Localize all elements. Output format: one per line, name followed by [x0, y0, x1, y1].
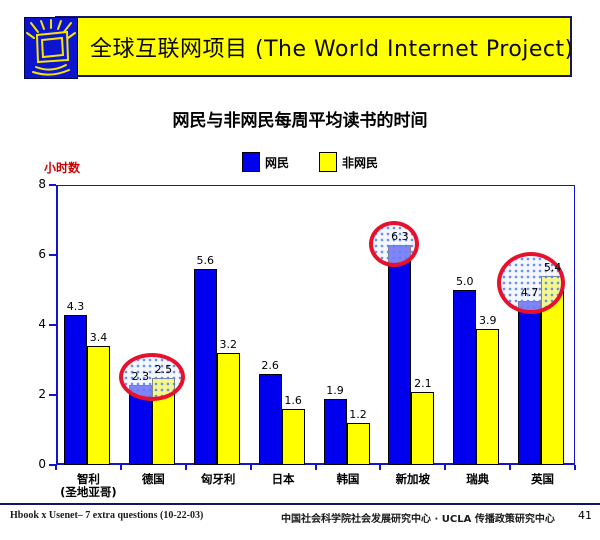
bar-value-label: 3.9: [479, 313, 497, 327]
bar-非网民: [411, 391, 435, 465]
y-tick: [49, 464, 56, 466]
y-axis-title: 小时数: [44, 161, 81, 175]
category-label: 英国: [531, 472, 555, 486]
footer-page-number: 41: [578, 509, 592, 522]
bar-网民: [258, 374, 282, 465]
bar-value-label: 3.4: [89, 331, 108, 344]
y-tick: [49, 394, 56, 396]
bar-网民: [388, 244, 412, 465]
chart-title: 网民与非网民每周平均读书的时间: [172, 111, 428, 131]
x-tick: [184, 465, 187, 470]
category-label: 瑞典: [466, 472, 490, 486]
highlight-ellipse-德国: [119, 353, 185, 401]
x-tick: [55, 465, 57, 470]
bar-网民: [323, 398, 347, 465]
category-label: 新加坡: [395, 472, 431, 486]
footer-source-note: Hbook x Usenet– 7 extra questions (10-22…: [10, 510, 204, 521]
bar-value-label: 5.6: [196, 254, 215, 267]
bar-value-label: 2.3: [131, 369, 150, 383]
bar-非网民: [476, 328, 500, 465]
bar-网民: [518, 300, 542, 465]
highlight-ellipse-新加坡: [369, 221, 419, 267]
x-tick: [119, 465, 122, 470]
footer-divider: [0, 503, 600, 505]
bar-value-label: 1.6: [284, 394, 302, 407]
x-tick: [314, 465, 317, 470]
shining-monitor-icon: [24, 17, 78, 79]
bar-非网民: [87, 346, 110, 465]
category-label: 德国: [141, 472, 165, 486]
bar-value-label: 4.7: [520, 285, 539, 299]
bar-value-label: 3.2: [219, 338, 238, 351]
y-tick: [49, 184, 56, 186]
y-tick: [49, 254, 56, 256]
bar-value-label: 1.9: [326, 383, 344, 397]
y-tick: [49, 324, 56, 326]
x-tick: [574, 465, 576, 470]
y-tick-label: 8: [38, 177, 46, 191]
category-label: 匈牙利: [200, 472, 236, 486]
highlight-ellipse-英国: [497, 252, 565, 314]
category-label: 韩国: [336, 472, 360, 486]
category-label: 智利 (圣地亚哥): [60, 472, 117, 499]
non-netizen-swatch-icon: [319, 152, 338, 172]
bar-网民: [453, 290, 477, 465]
bar-value-label: 2.5: [154, 362, 173, 376]
category-label: 日本: [271, 472, 295, 486]
bar-非网民: [281, 409, 305, 465]
bar-非网民: [346, 423, 370, 465]
legend-label-netizen: 网民: [265, 155, 290, 170]
y-tick-label: 2: [38, 387, 46, 401]
x-tick: [249, 465, 252, 470]
bar-value-label: 5.4: [543, 261, 562, 274]
x-tick: [444, 465, 447, 470]
bar-value-label: 2.6: [261, 359, 279, 372]
legend-item-netizen: 网民: [242, 152, 289, 172]
bar-value-label: 2.1: [414, 376, 432, 390]
footer-organization: 中国社会科学院社会发展研究中心 · UCLA 传播政策研究中心: [281, 514, 555, 525]
chart-legend: 网民 非网民: [242, 152, 378, 172]
legend-label-non-netizen: 非网民: [342, 155, 379, 170]
legend-item-non-netizen: 非网民: [319, 152, 378, 172]
bar-网民: [193, 269, 217, 465]
y-tick-label: 0: [38, 457, 46, 471]
y-tick-label: 6: [38, 247, 46, 261]
x-tick: [509, 465, 512, 470]
header-banner: 全球互联网项目 (The World Internet Project): [55, 16, 574, 77]
bar-网民: [64, 314, 87, 465]
bar-value-label: 6.3: [391, 229, 409, 243]
y-tick-label: 4: [38, 317, 46, 331]
x-tick: [379, 465, 382, 470]
netizen-swatch-icon: [242, 152, 260, 172]
bar-value-label: 4.3: [66, 299, 85, 313]
header-title: 全球互联网项目 (The World Internet Project): [90, 36, 574, 62]
bar-value-label: 1.2: [349, 408, 367, 421]
plot-area: [56, 185, 575, 465]
bar-非网民: [216, 353, 240, 465]
bar-value-label: 5.0: [456, 275, 474, 288]
